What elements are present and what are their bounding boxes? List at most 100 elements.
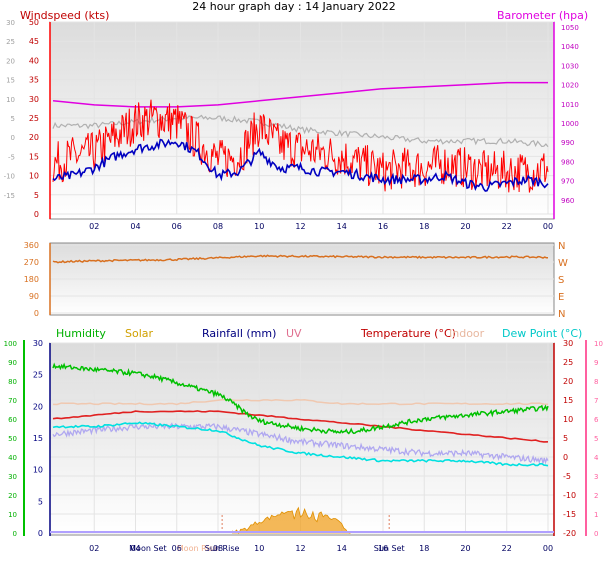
wind-left-tick: 0 [34,210,39,219]
temp-time-tick: 22 [502,544,512,553]
temperature-tick: -5 [563,472,571,481]
humidity-tick: 90 [8,359,17,367]
wind-left-tick: 20 [29,133,39,142]
uv-tick: 1 [594,511,598,519]
wind-left-tick: 45 [29,37,39,46]
wind-time-tick: 04 [130,222,140,231]
temp-time-tick: 08 [213,544,223,553]
temp-time-tick: 14 [337,544,347,553]
humidity-tick: 80 [8,378,17,386]
wind-gray-series [52,114,549,148]
wind-time-tick: 20 [460,222,470,231]
wind-gray-tick: 30 [6,19,15,27]
temperature-tick: 15 [563,396,573,405]
dewpoint-series [52,421,549,467]
uv-tick: 3 [594,473,598,481]
event-label: Sun Set [374,544,405,553]
wind-time-tick: 18 [419,222,429,231]
dir-left-tick: 360 [24,241,39,250]
legend-rainfall: Rainfall (mm) [202,327,276,340]
dir-right-tick: N [558,241,565,252]
rainfall-tick: 10 [33,466,43,475]
event-label: Moon Set [129,544,166,553]
rainfall-tick: 20 [33,402,43,411]
temperature-tick: 25 [563,358,573,367]
humidity-tick: 10 [8,511,17,519]
windspeed-label: Windspeed (kts) [20,9,109,22]
legend-indoor: Indoor [449,327,485,340]
wind-time-tick: 06 [172,222,182,231]
windspeed-series [52,99,549,193]
wind-gray-tick: 20 [6,57,15,65]
wind-gray-tick: 15 [6,77,15,85]
wind-gray-tick: 5 [11,115,15,123]
wind-time-tick: 10 [254,222,264,231]
temp-time-tick: 02 [89,544,99,553]
wind-left-tick: 15 [29,152,39,161]
humidity-tick: 50 [8,435,17,443]
baro-tick: 980 [561,158,574,166]
humidity-tick: 20 [8,492,17,500]
wind-gray-tick: 25 [6,38,15,46]
dir-left-tick: 90 [29,292,39,301]
temp-time-tick: 18 [419,544,429,553]
baro-tick: 1040 [561,43,579,51]
temperature-tick: -10 [563,491,576,500]
legend-uv: UV [286,327,302,340]
uv-tick: 4 [594,454,599,462]
humidity-tick: 60 [8,416,17,424]
wind-direction-series [52,254,548,264]
wind-gray-tick: -5 [8,153,15,161]
apparent-series [52,421,549,465]
temp-time-tick: 04 [130,544,140,553]
legend-dewpoint: Dew Point (°C) [502,327,582,340]
humidity-tick: 70 [8,397,17,405]
rainfall-tick: 15 [33,434,43,443]
temperature-tick: -15 [563,510,576,519]
temperature-series [52,410,549,443]
wind-time-tick: 00 [543,222,553,231]
uv-tick: 8 [594,378,598,386]
wind-time-tick: 14 [337,222,347,231]
indoor-series [52,398,549,406]
temp-time-tick: 06 [172,544,182,553]
graph-title: 24 hour graph day : 14 January 2022 [192,0,396,13]
baro-tick: 1030 [561,62,579,70]
dir-left-tick: 0 [34,309,39,318]
temperature-tick: 20 [563,377,573,386]
wind-time-tick: 22 [502,222,512,231]
temp-time-tick: 16 [378,544,388,553]
barometer-label: Barometer (hpa) [497,9,588,22]
dir-right-tick: S [558,275,564,286]
wind-time-tick: 08 [213,222,223,231]
humidity-tick: 0 [13,530,17,538]
uv-tick: 6 [594,416,599,424]
wind-left-tick: 50 [29,18,39,27]
temp-time-tick: 00 [543,544,553,553]
dir-right-tick: E [558,292,564,303]
wind-avg-series [52,138,549,192]
temp-time-tick: 12 [295,544,305,553]
temp-time-tick: 20 [460,544,470,553]
wind-left-tick: 35 [29,76,39,85]
event-label: Moon Rise [177,544,218,553]
wind-gray-tick: -10 [4,173,15,181]
wind-left-tick: 40 [29,56,39,65]
temp-time-tick: 10 [254,544,264,553]
baro-tick: 1020 [561,82,579,90]
dir-left-tick: 270 [24,258,39,267]
temperature-tick: 10 [563,415,573,424]
wind-gray-tick: -15 [4,192,15,200]
legend-humidity: Humidity [56,327,106,340]
legend-temperature: Temperature (°C) [360,327,456,340]
solar-area [232,506,351,535]
temperature-tick: 5 [563,434,568,443]
baro-tick: 960 [561,197,574,205]
humidity-tick: 100 [4,340,17,348]
wind-left-tick: 25 [29,114,39,123]
wind-left-tick: 5 [34,191,39,200]
wind-time-tick: 12 [295,222,305,231]
dir-right-tick: N [558,309,565,320]
